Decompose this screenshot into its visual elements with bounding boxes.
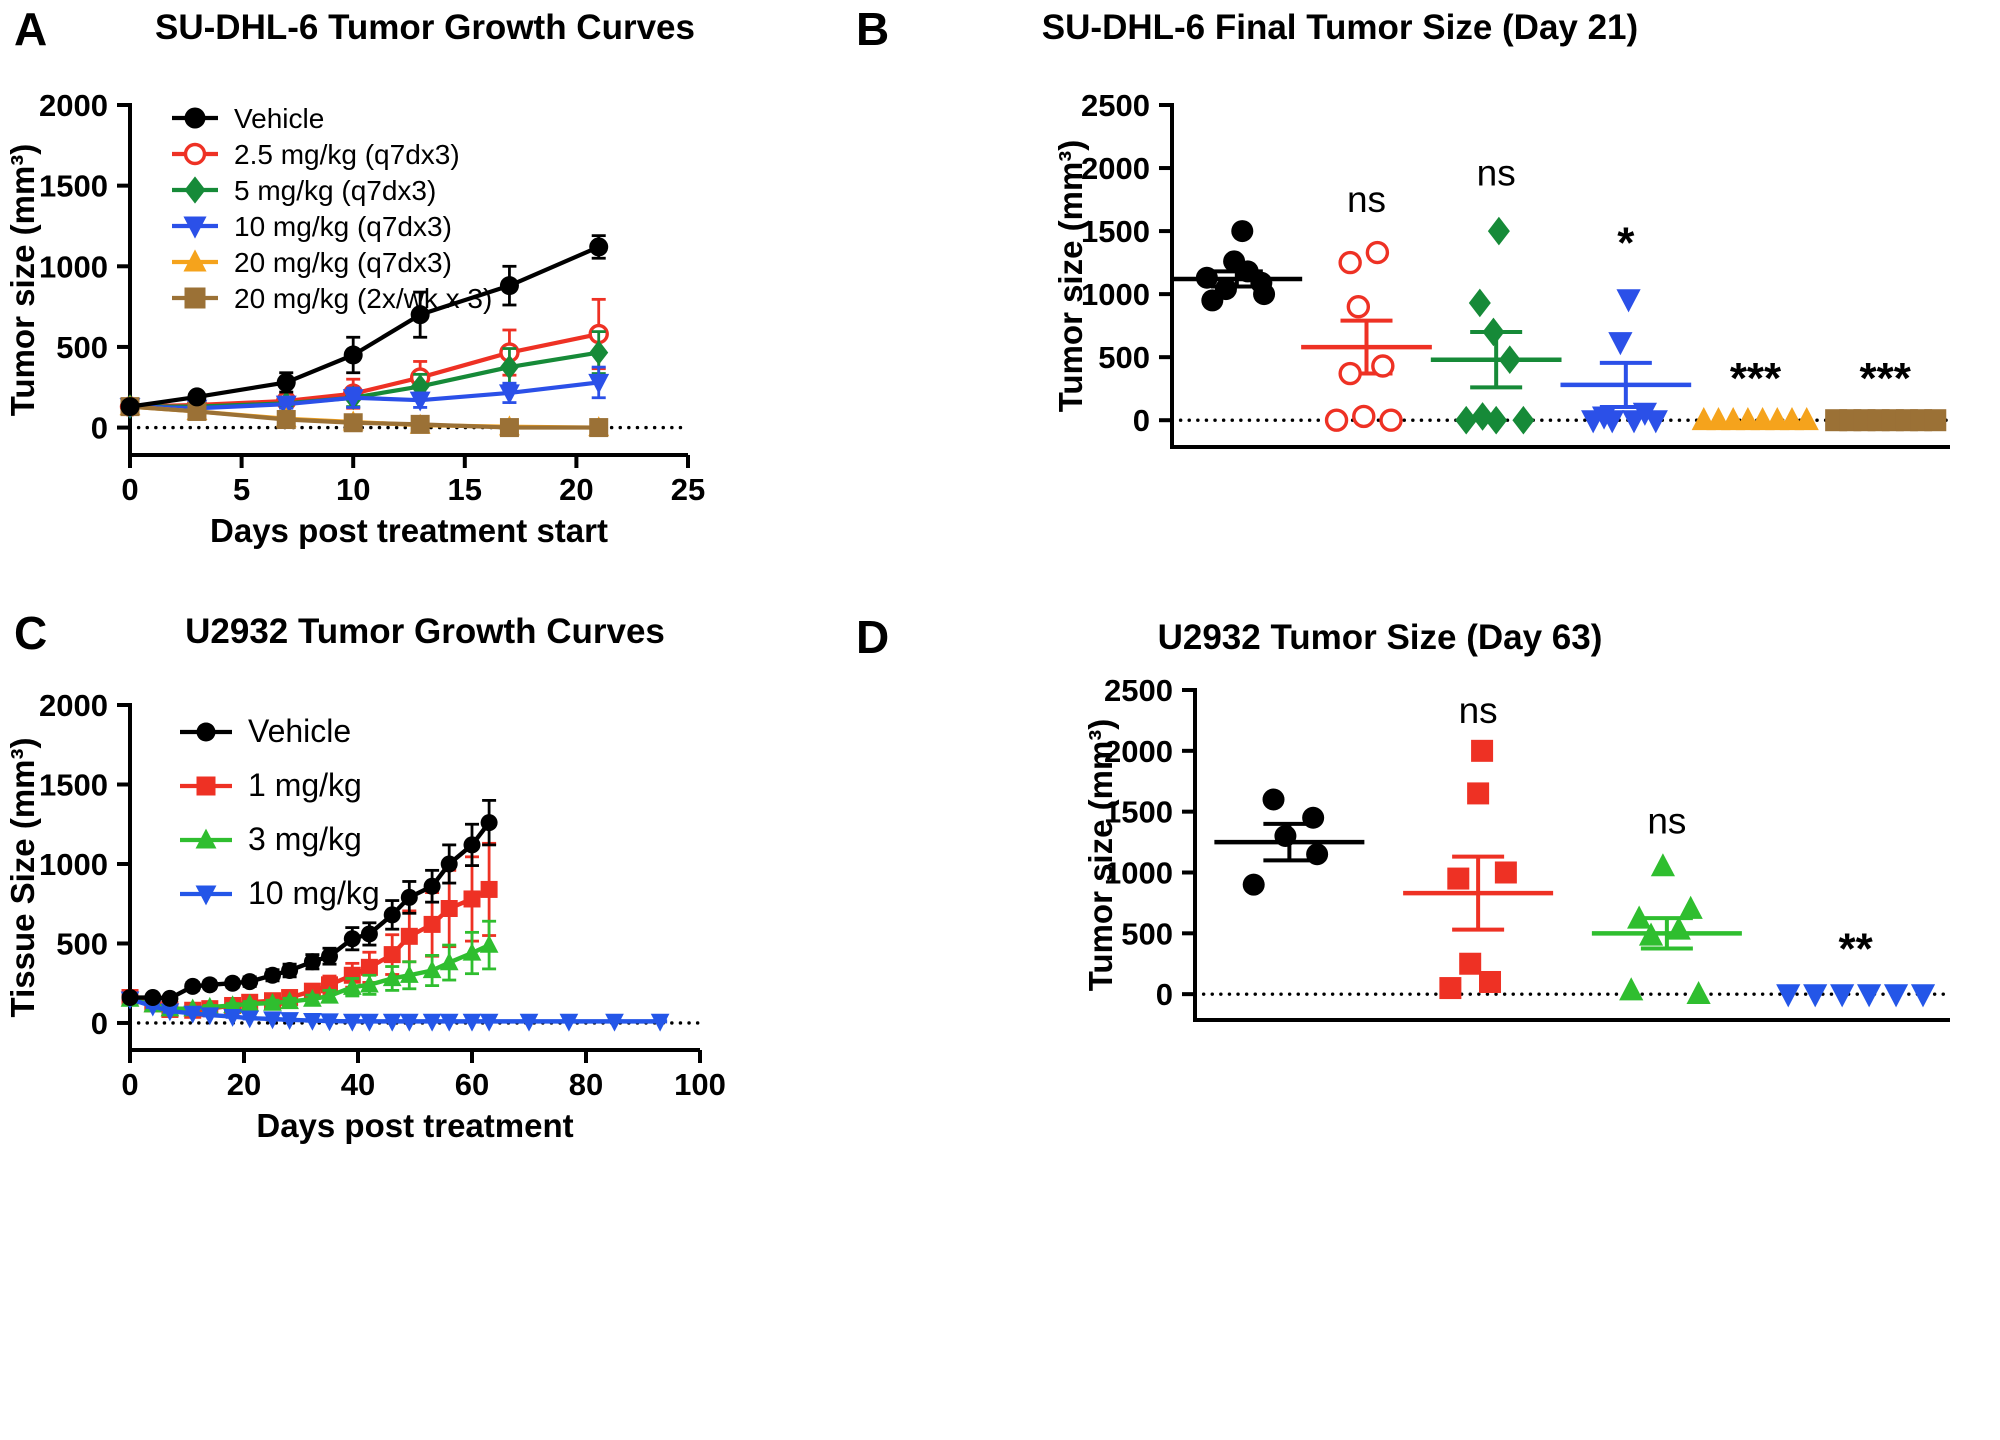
svg-text:500: 500 <box>1121 916 1173 951</box>
svg-text:Tumor size (mm³): Tumor size (mm³) <box>4 144 41 417</box>
svg-text:10 mg/kg: 10 mg/kg <box>248 875 380 911</box>
panel-c-letter: C <box>14 607 48 659</box>
svg-text:2000: 2000 <box>1104 734 1173 769</box>
svg-text:1500: 1500 <box>1104 795 1173 830</box>
svg-text:1000: 1000 <box>39 249 108 284</box>
svg-text:10 mg/kg (q7dx3): 10 mg/kg (q7dx3) <box>234 211 452 242</box>
svg-text:Tumor size (mm³): Tumor size (mm³) <box>1082 719 1119 992</box>
panel-c-growth-curve-chart: 0 500 1000 1500 2000 Tissue Size (mm³) 0 20 40 60… <box>4 688 726 1144</box>
svg-text:20: 20 <box>559 472 593 507</box>
panel-a-growth-curve-chart: 0 500 1000 1500 2000 Tumor size (mm³) 0 5 10 15 20… <box>4 88 705 549</box>
svg-text:20 mg/kg (q7dx3): 20 mg/kg (q7dx3) <box>234 247 452 278</box>
svg-text:0: 0 <box>91 1006 108 1041</box>
svg-text:500: 500 <box>56 926 108 961</box>
svg-text:500: 500 <box>56 330 108 365</box>
svg-text:0: 0 <box>1156 977 1173 1012</box>
panel-b-letter: B <box>856 3 890 55</box>
svg-text:1500: 1500 <box>39 767 108 802</box>
panel-a: A SU-DHL-6 Tumor Growth Curves 0 500 1000 1… <box>0 0 850 600</box>
svg-text:0: 0 <box>121 1067 138 1102</box>
svg-text:0: 0 <box>121 472 138 507</box>
panel-b: B SU-DHL-6 Final Tumor Size (Day 21) 0 50… <box>850 0 2000 600</box>
svg-text:40: 40 <box>341 1067 375 1102</box>
svg-text:***: *** <box>1859 354 1911 403</box>
svg-text:Vehicle: Vehicle <box>248 713 351 749</box>
svg-text:2.5 mg/kg (q7dx3): 2.5 mg/kg (q7dx3) <box>234 139 460 170</box>
panel-a-letter: A <box>14 3 48 55</box>
svg-text:60: 60 <box>455 1067 489 1102</box>
svg-text:2000: 2000 <box>39 88 108 123</box>
svg-text:ns: ns <box>1347 179 1386 220</box>
svg-text:80: 80 <box>569 1067 603 1102</box>
svg-text:1 mg/kg: 1 mg/kg <box>248 767 362 803</box>
svg-text:20 mg/kg (2x/wk x 3): 20 mg/kg (2x/wk x 3) <box>234 283 492 314</box>
svg-text:1000: 1000 <box>1081 277 1150 312</box>
svg-text:2000: 2000 <box>39 688 108 723</box>
svg-text:10: 10 <box>336 472 370 507</box>
svg-text:15: 15 <box>448 472 482 507</box>
svg-text:1000: 1000 <box>39 847 108 882</box>
svg-text:1500: 1500 <box>1081 214 1150 249</box>
panel-b-title: SU-DHL-6 Final Tumor Size (Day 21) <box>1041 8 1639 47</box>
svg-text:2500: 2500 <box>1104 673 1173 708</box>
panel-b-scatter-chart: 0 500 1000 1500 2000 2500 Tumor size (mm³) ns ns… <box>1052 88 1952 449</box>
svg-text:Vehicle: Vehicle <box>234 103 324 134</box>
panel-c: C U2932 Tumor Growth Curves 0 500 1000 1500… <box>0 600 850 1440</box>
svg-text:3 mg/kg: 3 mg/kg <box>248 821 362 857</box>
panel-d: D U2932 Tumor Size (Day 63) 0 500 1000 1500… <box>850 600 2000 1440</box>
svg-text:5 mg/kg (q7dx3): 5 mg/kg (q7dx3) <box>234 175 436 206</box>
svg-text:*: * <box>1617 219 1635 268</box>
svg-text:1000: 1000 <box>1104 855 1173 890</box>
svg-text:Tumor size (mm³): Tumor size (mm³) <box>1052 140 1089 413</box>
panel-c-title: U2932 Tumor Growth Curves <box>185 612 665 651</box>
panel-d-scatter-chart: 0 500 1000 1500 2000 2500 Tumor size (mm³) ns ns… <box>1082 673 1952 1022</box>
svg-text:0: 0 <box>1133 403 1150 438</box>
svg-text:ns: ns <box>1477 153 1516 194</box>
panel-a-title: SU-DHL-6 Tumor Growth Curves <box>155 8 695 47</box>
svg-text:**: ** <box>1839 925 1874 974</box>
svg-text:1500: 1500 <box>39 169 108 204</box>
svg-text:20: 20 <box>227 1067 261 1102</box>
svg-text:ns: ns <box>1647 801 1686 842</box>
svg-text:5: 5 <box>233 472 250 507</box>
svg-text:Tissue Size (mm³): Tissue Size (mm³) <box>4 738 41 1018</box>
svg-text:2000: 2000 <box>1081 151 1150 186</box>
svg-text:500: 500 <box>1098 340 1150 375</box>
svg-text:2500: 2500 <box>1081 88 1150 123</box>
svg-text:ns: ns <box>1459 690 1498 731</box>
svg-text:0: 0 <box>91 411 108 446</box>
svg-text:Days post treatment start: Days post treatment start <box>210 512 608 549</box>
svg-text:Days post treatment: Days post treatment <box>256 1107 573 1144</box>
svg-text:25: 25 <box>671 472 705 507</box>
panel-d-letter: D <box>856 611 890 663</box>
panel-d-title: U2932 Tumor Size (Day 63) <box>1157 618 1603 657</box>
svg-text:***: *** <box>1730 354 1782 403</box>
svg-text:100: 100 <box>674 1067 726 1102</box>
